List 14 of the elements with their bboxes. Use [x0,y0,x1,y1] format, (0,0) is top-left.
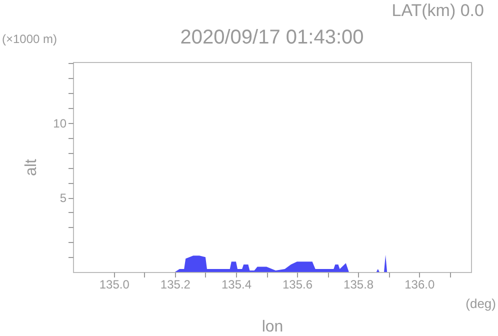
x-tick-label: 135.8 [344,278,374,292]
x-tick-label: 135.2 [160,278,191,292]
x-axis-title: lon [262,318,284,336]
x-tick-label: 135.0 [99,278,130,292]
text: LAT(km) 0.0 [392,1,484,21]
text: (×1000 m) [2,32,58,46]
text: (deg) [466,296,496,311]
x-tick-label: 135.6 [282,278,313,292]
y-tick-label: 10 [53,116,67,131]
chart-title: 2020/09/17 01:43:00 [180,26,364,48]
x-tick-label: 135.4 [221,278,252,292]
x-tick-label: 136.0 [404,278,435,292]
y-axis-title: alt [23,158,40,176]
y-tick-label: 5 [60,191,67,206]
